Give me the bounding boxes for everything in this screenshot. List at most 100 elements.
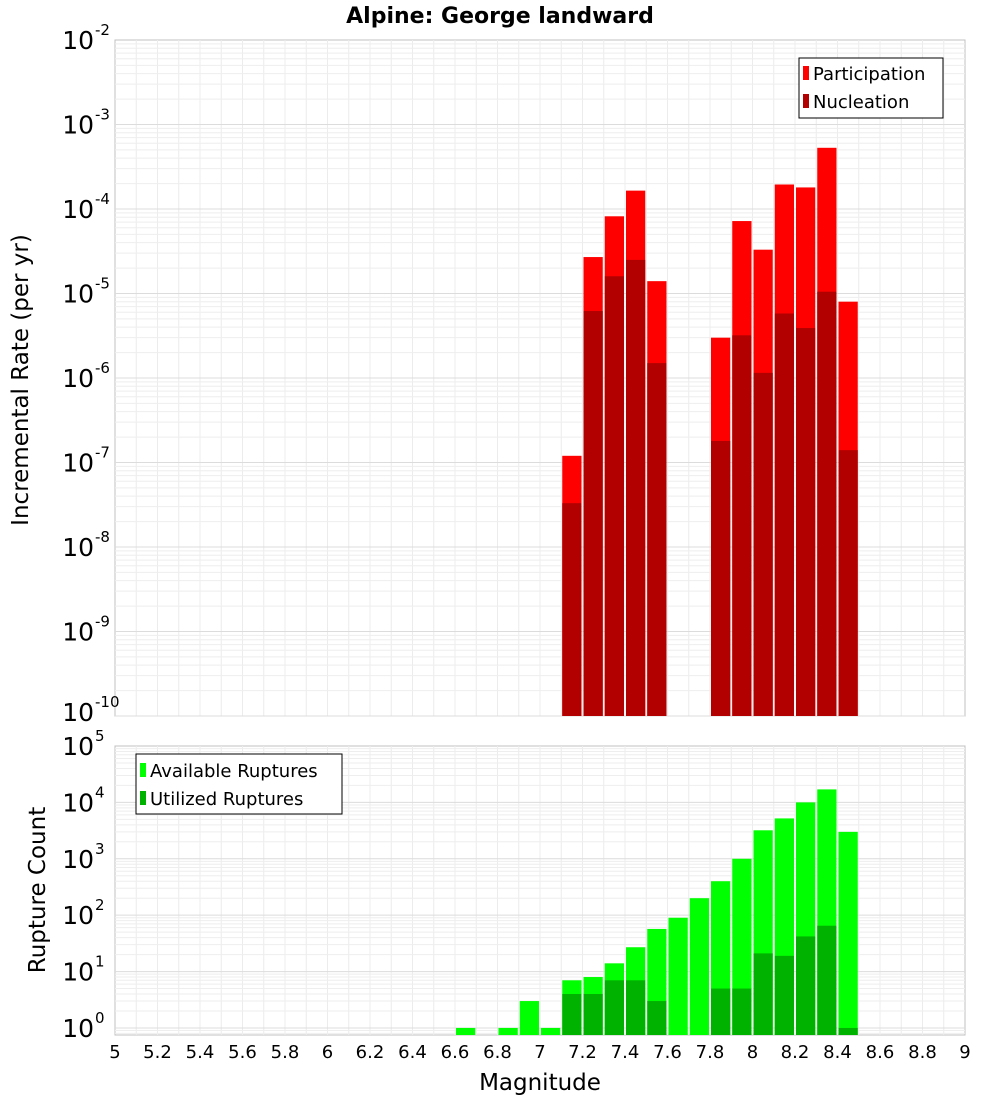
x-tick-label: 8.4 <box>823 1042 852 1063</box>
x-tick-label: 8.6 <box>866 1042 895 1063</box>
count-legend: Available Ruptures Utilized Ruptures <box>135 753 343 815</box>
nucleation-bar <box>647 363 667 716</box>
rate-y-tick-exponent: -6 <box>95 359 110 377</box>
available-ruptures-bar <box>519 1001 539 1035</box>
count-y-tick-base: 10 <box>62 1014 94 1043</box>
nucleation-bar <box>711 440 731 716</box>
utilized-ruptures-bar <box>817 925 837 1035</box>
available-ruptures-bar <box>456 1027 476 1035</box>
rate-y-tick-exponent: -3 <box>95 106 110 124</box>
nucleation-bar <box>817 291 837 716</box>
count-y-tick-base: 10 <box>62 901 94 930</box>
rate-y-tick-base: 10 <box>62 364 94 393</box>
rate-y-tick-exponent: -10 <box>95 693 120 711</box>
count-y-tick-exponent: 3 <box>95 840 105 858</box>
x-tick-label: 5.2 <box>143 1042 172 1063</box>
rate-panel: 10-210-310-410-510-610-710-810-910-10 In… <box>8 21 966 727</box>
rate-y-tick-base: 10 <box>62 195 94 224</box>
rate-y-axis-label: Incremental Rate (per yr) <box>8 234 34 526</box>
count-y-tick-exponent: 4 <box>95 783 105 801</box>
count-bars <box>456 789 858 1035</box>
rate-y-tick-exponent: -9 <box>95 613 110 631</box>
utilized-ruptures-bar <box>604 980 624 1035</box>
rate-gridlines <box>115 40 965 717</box>
utilized-ruptures-bar <box>647 1001 667 1035</box>
rate-y-tick-base: 10 <box>62 449 94 478</box>
nucleation-legend-swatch <box>803 94 809 108</box>
nucleation-bar <box>838 450 858 716</box>
rate-y-tick-labels: 10-210-310-410-510-610-710-810-910-10 <box>62 21 119 727</box>
utilized-ruptures-bar <box>838 1027 858 1035</box>
nucleation-bar <box>796 328 816 716</box>
x-tick-label: 5.6 <box>228 1042 257 1063</box>
rate-legend: Participation Nucleation <box>798 57 944 119</box>
nucleation-bar <box>774 313 794 716</box>
x-tick-label: 5.4 <box>186 1042 215 1063</box>
rate-legend-box <box>798 57 944 119</box>
x-tick-label: 7.2 <box>568 1042 597 1063</box>
utilized-ruptures-bar <box>732 988 752 1035</box>
count-y-tick-base: 10 <box>62 958 94 987</box>
x-tick-label: 6.2 <box>356 1042 385 1063</box>
utilized-ruptures-bar <box>796 936 816 1035</box>
x-tick-label: 8.8 <box>908 1042 937 1063</box>
nucleation-bar <box>753 372 773 716</box>
x-tick-label: 7 <box>534 1042 545 1063</box>
nucleation-bar <box>562 503 582 716</box>
count-y-tick-base: 10 <box>62 788 94 817</box>
x-tick-label: 6.6 <box>441 1042 470 1063</box>
utilized-legend-swatch <box>140 791 146 805</box>
rate-y-tick-exponent: -7 <box>95 444 110 462</box>
x-axis-label: Magnitude <box>479 1070 601 1096</box>
x-tick-label: 8.2 <box>781 1042 810 1063</box>
rate-y-tick-base: 10 <box>62 26 94 55</box>
x-tick-label: 7.6 <box>653 1042 682 1063</box>
utilized-ruptures-bar <box>583 994 603 1035</box>
available-ruptures-bar <box>689 898 709 1035</box>
x-tick-label: 5.8 <box>271 1042 300 1063</box>
rate-y-tick-exponent: -4 <box>95 190 110 208</box>
available-legend-label: Available Ruptures <box>150 761 318 782</box>
nucleation-bar <box>604 276 624 716</box>
rate-y-tick-base: 10 <box>62 280 94 309</box>
x-tick-label: 7.4 <box>611 1042 640 1063</box>
nucleation-bar <box>583 311 603 716</box>
count-y-tick-exponent: 5 <box>95 727 105 745</box>
nucleation-bar <box>626 259 646 716</box>
rate-y-tick-base: 10 <box>62 533 94 562</box>
available-ruptures-bar <box>668 917 688 1035</box>
count-y-tick-base: 10 <box>62 845 94 874</box>
utilized-legend-label: Utilized Ruptures <box>150 789 303 810</box>
available-ruptures-bar <box>541 1027 561 1035</box>
count-legend-box <box>135 753 343 815</box>
count-y-tick-base: 10 <box>62 732 94 761</box>
available-ruptures-bar <box>498 1027 518 1035</box>
rate-y-tick-base: 10 <box>62 698 94 727</box>
participation-legend-label: Participation <box>813 64 925 85</box>
rate-y-tick-exponent: -8 <box>95 528 110 546</box>
utilized-ruptures-bar <box>711 988 731 1035</box>
utilized-ruptures-bar <box>774 955 794 1035</box>
utilized-ruptures-bar <box>562 994 582 1035</box>
x-tick-label: 6.4 <box>398 1042 427 1063</box>
x-tick-label: 9 <box>959 1042 970 1063</box>
participation-legend-swatch <box>803 66 809 80</box>
count-y-tick-exponent: 0 <box>95 1009 105 1027</box>
rate-bars <box>562 147 858 717</box>
x-tick-label: 8 <box>747 1042 758 1063</box>
rate-y-tick-exponent: -2 <box>95 21 110 39</box>
rate-y-tick-exponent: -5 <box>95 275 110 293</box>
nucleation-legend-label: Nucleation <box>813 92 909 113</box>
chart-title: Alpine: George landward <box>346 4 654 29</box>
x-tick-label: 6 <box>322 1042 333 1063</box>
available-ruptures-bar <box>838 831 858 1035</box>
rate-y-tick-base: 10 <box>62 111 94 140</box>
nucleation-bar <box>732 335 752 716</box>
x-tick-label: 5 <box>109 1042 120 1063</box>
x-tick-labels: 5 5.2 5.4 5.6 5.8 6 6.2 6.4 6.6 6.8 7 7.2 7.4 7.6 7.8 8… <box>109 1042 970 1063</box>
x-tick-label: 6.8 <box>483 1042 512 1063</box>
utilized-ruptures-bar <box>753 953 773 1035</box>
